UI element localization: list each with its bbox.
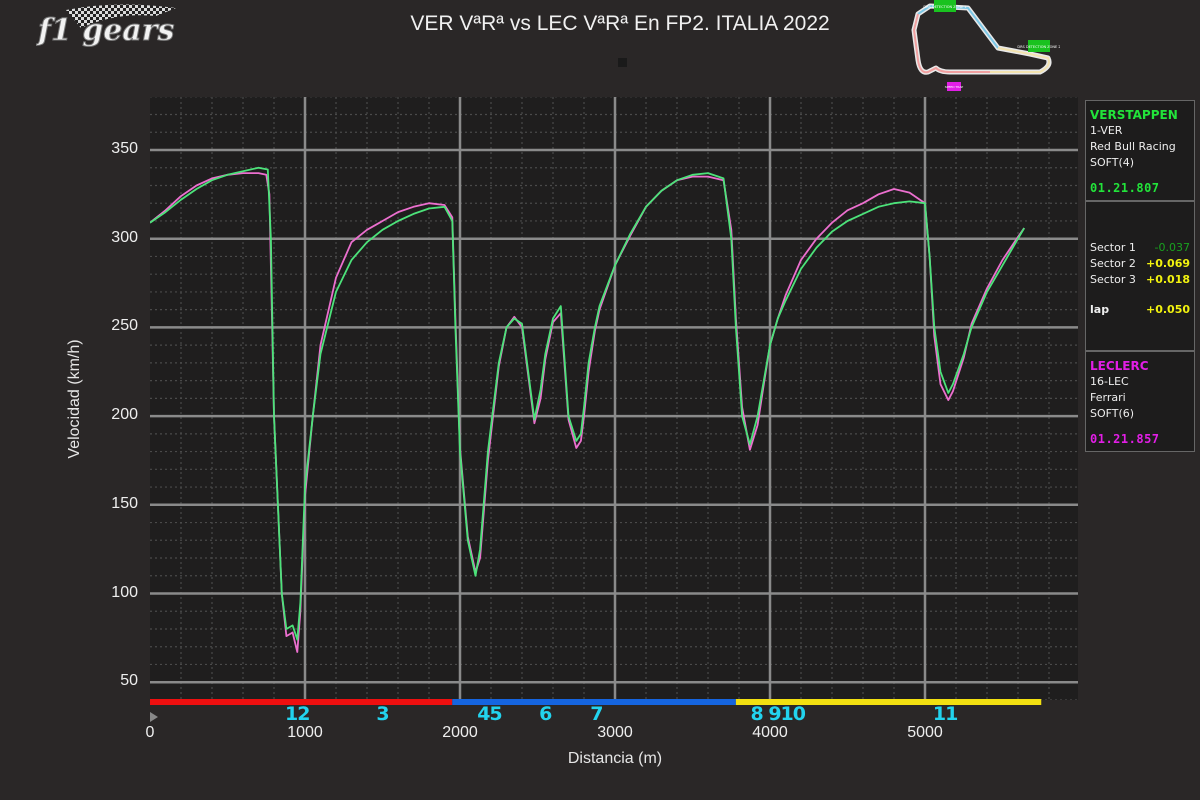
driver-tyre: SOFT(6)	[1090, 407, 1135, 420]
y-tick-label: 350	[111, 140, 138, 157]
sector-bar	[150, 699, 1042, 705]
sector-1-delta: Sector 1 -0.037	[1090, 241, 1190, 254]
driver-name: LECLERC	[1090, 359, 1149, 373]
corner-number: 3	[376, 703, 389, 725]
lap-delta: lap +0.050	[1090, 303, 1190, 316]
speed-trace-chart	[150, 97, 1078, 700]
y-tick-label: 200	[111, 406, 138, 424]
y-axis-label: Velocidad (km/h)	[66, 339, 83, 459]
sector-2-segment	[452, 699, 736, 705]
x-axis-label: Distancia (m)	[567, 750, 663, 767]
svg-text:DRS DETECTION ZONE 2: DRS DETECTION ZONE 2	[1017, 45, 1060, 49]
svg-text:DRS DETECTION ZONE 1: DRS DETECTION ZONE 1	[923, 5, 966, 9]
start-arrow-icon	[150, 712, 158, 722]
corner-number: 45	[477, 703, 502, 725]
driver-panel-lec: LECLERC 16-LEC Ferrari SOFT(6) 01.21.857	[1085, 351, 1195, 452]
speed-line-ver	[150, 166, 1025, 641]
x-tick-label: 4000	[752, 724, 788, 741]
corner-number: 7	[590, 703, 603, 725]
x-tick-label: 1000	[287, 724, 323, 741]
corner-number: 12	[285, 703, 310, 725]
driver-lap-time: 01.21.807	[1090, 181, 1160, 195]
y-tick-label: 300	[111, 228, 138, 246]
sector-3-delta: Sector 3 +0.018	[1090, 273, 1190, 286]
corner-number: 6	[539, 703, 552, 725]
y-tick-label: 100	[111, 583, 138, 601]
driver-team: Red Bull Racing	[1090, 140, 1176, 153]
corner-number: 8 910	[750, 703, 806, 725]
sector-3-segment	[735, 699, 1042, 705]
x-tick-label: 0	[145, 724, 155, 741]
plot-area	[150, 97, 1078, 700]
x-tick-label: 3000	[597, 724, 633, 741]
driver-tyre: SOFT(4)	[1090, 156, 1135, 169]
svg-text:f1 gears: f1 gears	[36, 13, 175, 48]
driver-team: Ferrari	[1090, 391, 1126, 404]
x-tick-label: 2000	[442, 724, 478, 741]
delta-panel: Sector 1 -0.037 Sector 2 +0.069 Sector 3…	[1085, 201, 1195, 351]
y-tick-label: 50	[120, 672, 138, 690]
driver-code: 16-LEC	[1090, 375, 1129, 388]
chart-title: VER VªRª vs LEC VªRª En FP2. ITALIA 2022	[410, 12, 830, 35]
track-map: DRS DETECTION ZONE 1 DRS DETECTION ZONE …	[900, 0, 1061, 98]
x-tick-label: 5000	[907, 724, 943, 741]
sector-1-segment	[150, 699, 453, 705]
driver-panel-ver: VERSTAPPEN 1-VER Red Bull Racing SOFT(4)…	[1085, 100, 1195, 201]
y-tick-label: 150	[111, 494, 138, 512]
drs-zone-2-label	[1028, 40, 1050, 52]
speed-trap-label	[947, 82, 961, 91]
y-tick-label: 250	[111, 317, 138, 335]
legend-marker	[618, 58, 627, 67]
sector-2-delta: Sector 2 +0.069	[1090, 257, 1190, 270]
f1gears-logo: f1 gears	[36, 2, 196, 50]
driver-name: VERSTAPPEN	[1090, 108, 1178, 122]
drs-zone-1-label	[934, 0, 956, 12]
svg-text:SPEED TRAP: SPEED TRAP	[945, 85, 964, 89]
corner-number: 11	[932, 703, 958, 725]
driver-code: 1-VER	[1090, 124, 1123, 137]
driver-lap-time: 01.21.857	[1090, 432, 1160, 446]
